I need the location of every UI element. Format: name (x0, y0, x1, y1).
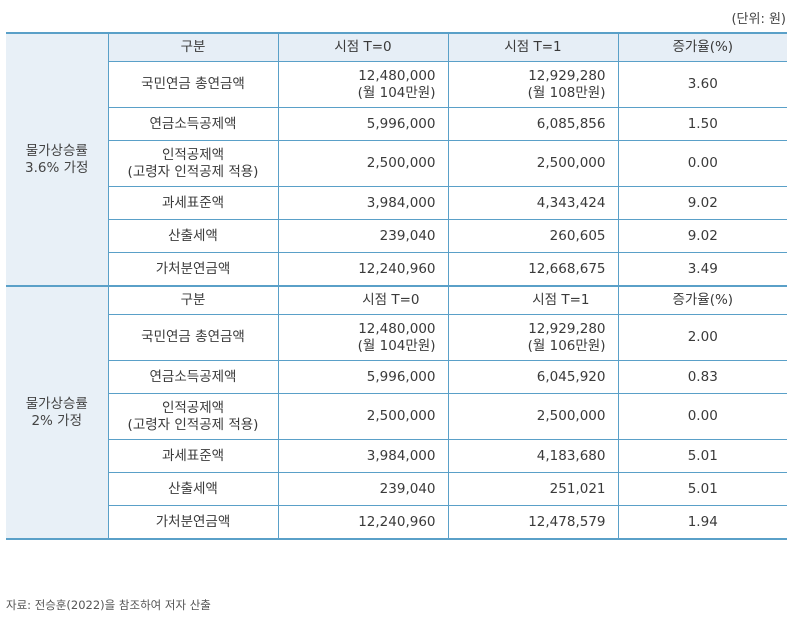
row-t0: 239,040 (277, 219, 448, 253)
row-t1: 6,085,856 (447, 107, 618, 141)
table-row: 과세표준액 3,984,000 4,343,424 9.02 (6, 186, 787, 220)
row-t0: 239,040 (277, 472, 448, 506)
section-header-row: 물가상승률 3.6% 가정 구분 시점 T=0 시점 T=1 증가율(%) (6, 32, 787, 287)
row-rate: 3.49 (617, 252, 787, 287)
row-t1: 2,500,000 (447, 140, 618, 187)
row-t0: 2,500,000 (277, 140, 448, 187)
row-rate: 0.00 (617, 393, 787, 440)
row-t0: 5,996,000 (277, 107, 448, 141)
row-rate: 9.02 (617, 186, 787, 220)
table-row: 국민연금 총연금액 12,480,000 (월 104만원) 12,929,280… (6, 314, 787, 361)
row-rate: 3.60 (617, 61, 787, 108)
row-item: 과세표준액 (107, 439, 278, 473)
row-t0: 12,240,960 (277, 252, 448, 287)
table-row: 연금소득공제액 5,996,000 6,045,920 0.83 (6, 360, 787, 394)
pension-tax-table: 물가상승률 3.6% 가정 구분 시점 T=0 시점 T=1 증가율(%) 국민… (6, 32, 787, 540)
row-item: 연금소득공제액 (107, 107, 278, 141)
row-item: 국민연금 총연금액 (107, 314, 278, 361)
section-header-row: 물가상승률 2% 가정 구분 시점 T=0 시점 T=1 증가율(%) (6, 285, 787, 540)
table-row: 산출세액 239,040 260,605 9.02 (6, 219, 787, 253)
row-rate: 0.83 (617, 360, 787, 394)
row-item: 과세표준액 (107, 186, 278, 220)
table-row: 산출세액 239,040 251,021 5.01 (6, 472, 787, 506)
row-t0: 2,500,000 (277, 393, 448, 440)
header-t1: 시점 T=1 (447, 285, 618, 315)
row-t0: 3,984,000 (277, 186, 448, 220)
row-item: 인적공제액 (고령자 인적공제 적용) (107, 140, 278, 187)
row-t1: 260,605 (447, 219, 618, 253)
header-t0: 시점 T=0 (277, 285, 448, 315)
row-t0: 3,984,000 (277, 439, 448, 473)
header-t0: 시점 T=0 (277, 32, 448, 62)
table-row: 인적공제액 (고령자 인적공제 적용) 2,500,000 2,500,000 0… (6, 393, 787, 440)
row-t1: 4,183,680 (447, 439, 618, 473)
table-row: 연금소득공제액 5,996,000 6,085,856 1.50 (6, 107, 787, 141)
row-item: 산출세액 (107, 219, 278, 253)
row-item: 가처분연금액 (107, 505, 278, 540)
header-rate: 증가율(%) (617, 32, 787, 62)
row-item: 가처분연금액 (107, 252, 278, 287)
header-category: 구분 (107, 32, 278, 62)
table-row: 인적공제액 (고령자 인적공제 적용) 2,500,000 2,500,000 0… (6, 140, 787, 187)
row-t0: 12,480,000 (월 104만원) (277, 61, 448, 108)
row-rate: 0.00 (617, 140, 787, 187)
row-t0: 12,240,960 (277, 505, 448, 540)
row-t1: 2,500,000 (447, 393, 618, 440)
table-row: 국민연금 총연금액 12,480,000 (월 104만원) 12,929,280… (6, 61, 787, 108)
row-t1: 12,929,280 (월 108만원) (447, 61, 618, 108)
row-rate: 2.00 (617, 314, 787, 361)
row-t1: 12,478,579 (447, 505, 618, 540)
table-row: 가처분연금액 12,240,960 12,668,675 3.49 (6, 252, 787, 287)
row-t1: 12,668,675 (447, 252, 618, 287)
row-rate: 5.01 (617, 439, 787, 473)
row-t1: 4,343,424 (447, 186, 618, 220)
source-note: 자료: 전승훈(2022)을 참조하여 저자 산출 (6, 598, 211, 612)
row-item: 산출세액 (107, 472, 278, 506)
row-item: 인적공제액 (고령자 인적공제 적용) (107, 393, 278, 440)
row-t0: 12,480,000 (월 104만원) (277, 314, 448, 361)
row-rate: 5.01 (617, 472, 787, 506)
row-t1: 6,045,920 (447, 360, 618, 394)
row-rate: 1.50 (617, 107, 787, 141)
row-t1: 12,929,280 (월 106만원) (447, 314, 618, 361)
unit-label: (단위: 원) (731, 12, 786, 27)
header-category: 구분 (107, 285, 278, 315)
table-row: 가처분연금액 12,240,960 12,478,579 1.94 (6, 505, 787, 540)
row-item: 연금소득공제액 (107, 360, 278, 394)
row-rate: 9.02 (617, 219, 787, 253)
table-row: 과세표준액 3,984,000 4,183,680 5.01 (6, 439, 787, 473)
row-rate: 1.94 (617, 505, 787, 540)
header-t1: 시점 T=1 (447, 32, 618, 62)
section-label: 물가상승률 3.6% 가정 (6, 32, 109, 287)
header-rate: 증가율(%) (617, 285, 787, 315)
row-item: 국민연금 총연금액 (107, 61, 278, 108)
section-label: 물가상승률 2% 가정 (6, 285, 109, 540)
row-t0: 5,996,000 (277, 360, 448, 394)
row-t1: 251,021 (447, 472, 618, 506)
